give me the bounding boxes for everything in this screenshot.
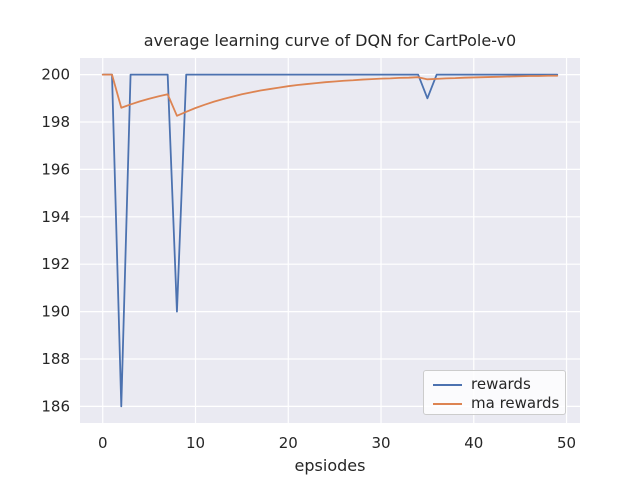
x-tick-label-1: 10 (186, 434, 205, 452)
legend: rewards ma rewards (423, 370, 566, 415)
y-tick-label-0: 186 (41, 397, 70, 415)
ma-rewards-line-sample-icon (433, 402, 462, 405)
y-tick-label-5: 196 (41, 160, 70, 178)
chart-title: average learning curve of DQN for CartPo… (143, 31, 517, 50)
legend-label-ma-rewards: ma rewards (471, 394, 560, 412)
x-axis-label: epsiodes (295, 456, 366, 475)
series-line-rewards (101, 73, 559, 408)
legend-item-rewards: rewards (433, 375, 559, 394)
x-tick-label-0: 0 (98, 434, 108, 452)
x-tick-label-5: 50 (557, 434, 576, 452)
legend-item-ma-rewards: ma rewards (433, 394, 559, 413)
y-tick-label-7: 200 (41, 66, 70, 84)
y-tick-label-1: 188 (41, 350, 70, 368)
legend-label-rewards: rewards (471, 375, 531, 393)
y-tick-label-4: 194 (41, 208, 70, 226)
plot-background (80, 58, 580, 423)
rewards-line-sample-icon (433, 383, 462, 386)
x-tick-label-3: 30 (371, 434, 390, 452)
y-tick-label-2: 190 (41, 303, 70, 321)
x-tick-label-4: 40 (464, 434, 483, 452)
y-tick-label-6: 198 (41, 113, 70, 131)
series-line-ma-rewards (101, 73, 559, 117)
y-tick-label-3: 192 (41, 255, 70, 273)
x-tick-label-2: 20 (279, 434, 298, 452)
